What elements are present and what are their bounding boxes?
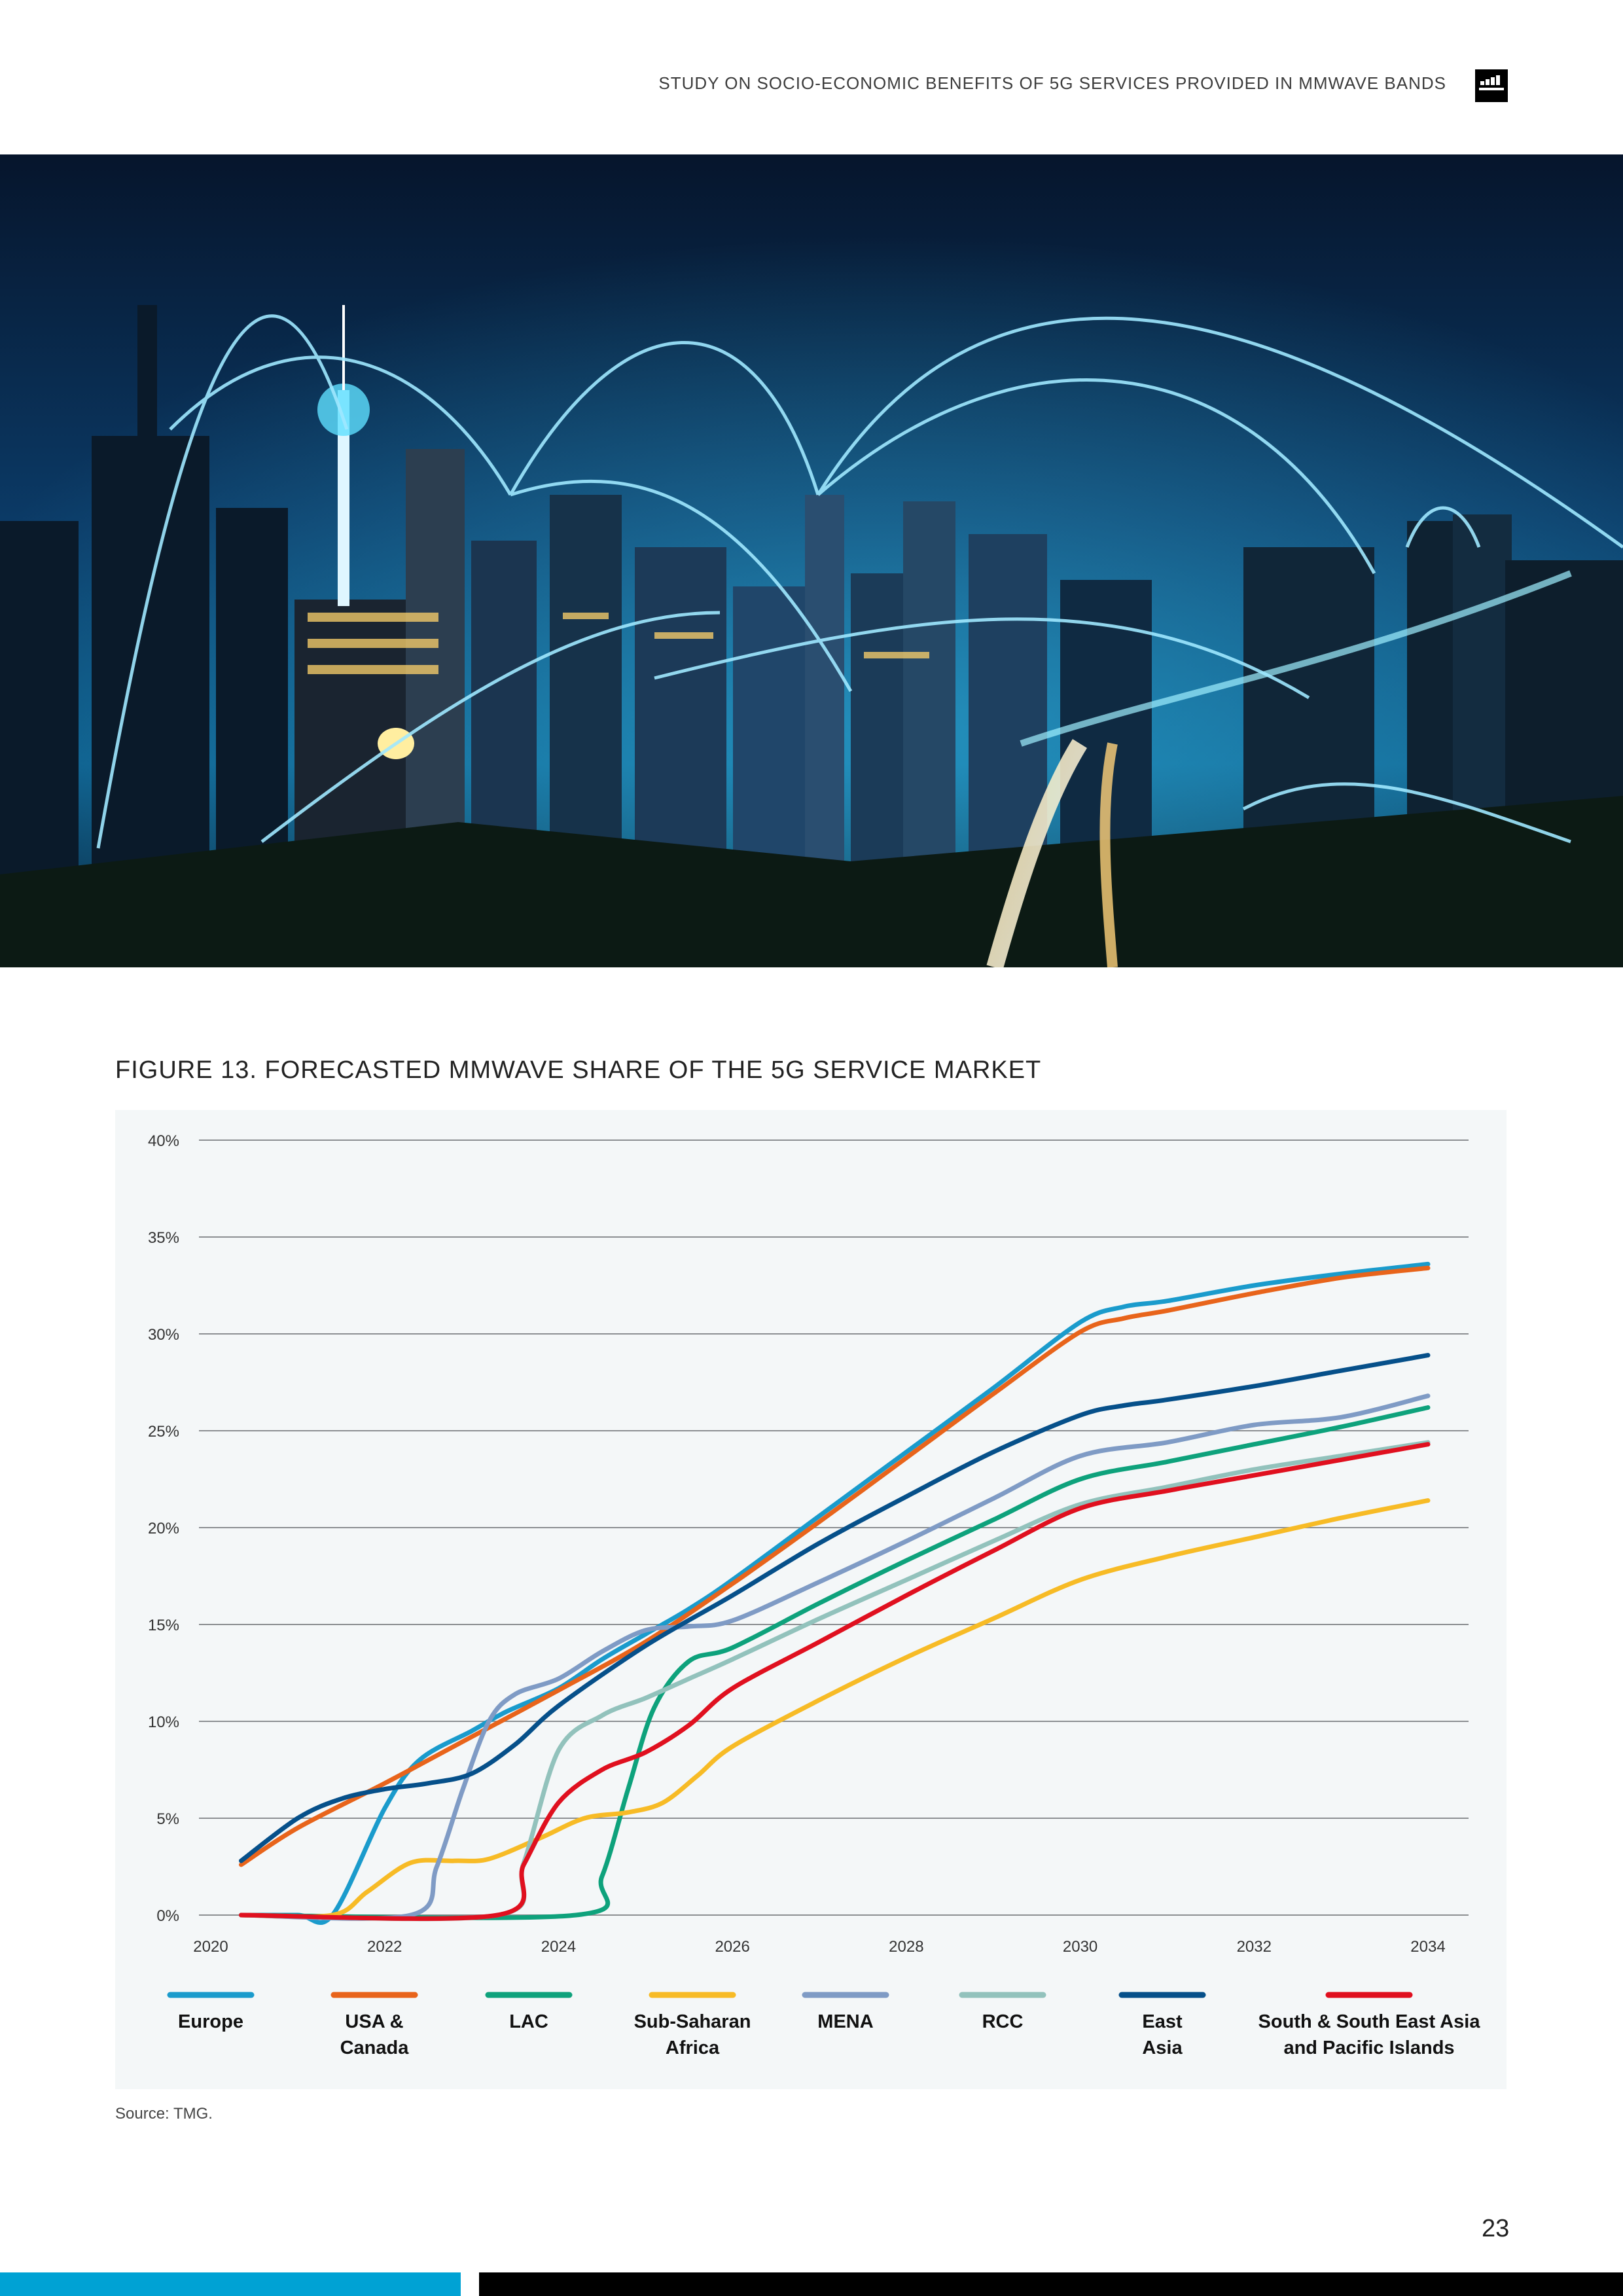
city-skyline-image xyxy=(0,154,1623,967)
y-tick-label: 15% xyxy=(148,1617,179,1634)
page-number: 23 xyxy=(1482,2215,1510,2242)
gsma-logo xyxy=(1475,69,1508,102)
series-line-rcc xyxy=(239,1440,1431,1922)
x-tick-label: 2028 xyxy=(889,1938,923,1956)
y-tick-label: 25% xyxy=(148,1423,179,1441)
y-tick-label: 10% xyxy=(148,1713,179,1731)
chart-panel: 0% 5% 10% 15% 20% 25% 30% 35% 40% 2020 2022 2024 20… xyxy=(115,1110,1507,2089)
legend-label-usa-canada: Canada xyxy=(340,2037,410,2058)
legend-label-east-asia: East xyxy=(1142,2011,1183,2032)
series-line-sub-saharan-africa xyxy=(239,1498,1431,1920)
footer-bar-black xyxy=(479,2272,1623,2296)
legend-label-lac: LAC xyxy=(509,2011,548,2032)
legend-label-south-south-east-asia-and-pacific-islands: South & South East Asia xyxy=(1258,2011,1481,2032)
legend-label-east-asia: Asia xyxy=(1142,2037,1183,2058)
y-tick-label: 5% xyxy=(156,1810,179,1828)
x-tick-label: 2022 xyxy=(367,1938,402,1956)
legend-label-sub-saharan-africa: Sub-Saharan xyxy=(634,2011,751,2032)
footer-bar-blue xyxy=(0,2272,461,2296)
y-tick-label: 20% xyxy=(148,1520,179,1537)
series-line-mena xyxy=(239,1393,1431,1921)
legend-label-rcc: RCC xyxy=(982,2011,1024,2032)
y-tick-label: 30% xyxy=(148,1326,179,1344)
series-line-lac xyxy=(239,1405,1431,1920)
figure-title: FIGURE 13. FORECASTED MMWAVE SHARE OF TH… xyxy=(115,1056,1042,1084)
legend-label-mena: MENA xyxy=(817,2011,873,2032)
legend-label-usa-canada: USA & xyxy=(345,2011,403,2032)
gsma-logo-icon xyxy=(1479,75,1504,90)
header-title: STUDY ON SOCIO-ECONOMIC BENEFITS OF 5G S… xyxy=(658,73,1446,93)
x-tick-label: 2024 xyxy=(541,1938,576,1956)
legend-label-south-south-east-asia-and-pacific-islands: and Pacific Islands xyxy=(1283,2037,1454,2058)
y-tick-label: 35% xyxy=(148,1229,179,1247)
series-line-south-south-east-asia-and-pacific-islands xyxy=(239,1442,1431,1921)
x-tick-label: 2026 xyxy=(715,1938,749,1956)
legend-label-europe: Europe xyxy=(178,2011,243,2032)
x-tick-label: 2020 xyxy=(193,1938,228,1956)
line-chart: 0% 5% 10% 15% 20% 25% 30% 35% 40% 2020 2022 2024 20… xyxy=(148,1132,1481,2058)
x-tick-label: 2034 xyxy=(1410,1938,1445,1956)
x-tick-label: 2032 xyxy=(1237,1938,1272,1956)
city-network-photo xyxy=(0,154,1623,967)
y-tick-label: 40% xyxy=(148,1132,179,1150)
series-line-usa-canada xyxy=(239,1265,1431,1867)
legend-label-sub-saharan-africa: Africa xyxy=(666,2037,720,2058)
x-tick-label: 2030 xyxy=(1063,1938,1097,1956)
y-tick-label: 0% xyxy=(156,1907,179,1925)
series-line-europe xyxy=(239,1261,1431,1925)
source-note: Source: TMG. xyxy=(115,2105,213,2123)
series-line-east-asia xyxy=(239,1353,1431,1863)
